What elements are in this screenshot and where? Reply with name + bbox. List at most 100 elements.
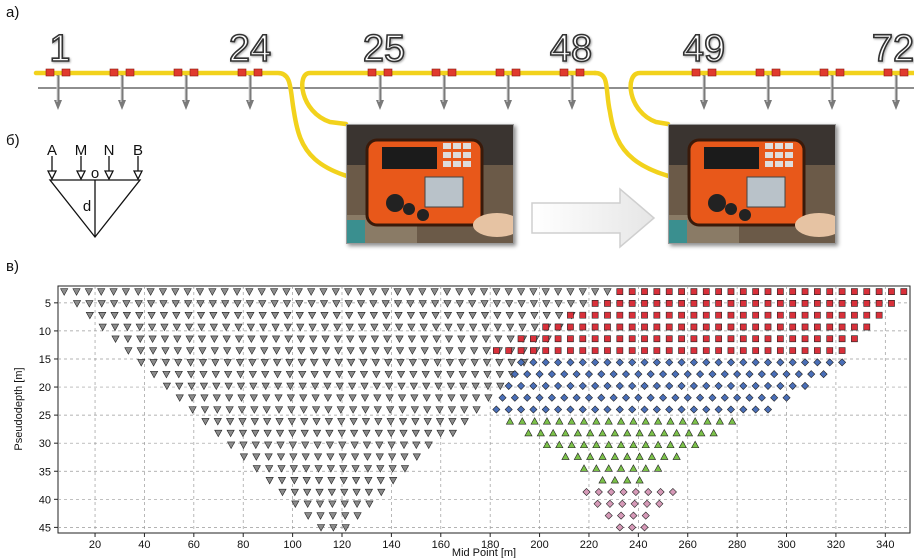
data-point xyxy=(446,370,455,379)
data-point xyxy=(739,381,748,390)
data-point xyxy=(801,335,809,343)
data-point xyxy=(186,359,195,367)
data-point xyxy=(653,417,663,425)
data-point xyxy=(221,312,230,320)
data-point xyxy=(516,288,526,296)
cable-connector xyxy=(367,68,377,77)
data-point xyxy=(702,405,711,414)
data-point xyxy=(250,418,259,426)
data-point xyxy=(616,464,626,472)
data-point xyxy=(619,487,628,497)
data-point xyxy=(387,429,396,438)
data-point xyxy=(213,418,222,426)
data-point xyxy=(400,453,409,461)
data-point xyxy=(340,488,349,497)
data-point xyxy=(492,288,501,296)
cable-connector xyxy=(495,68,505,77)
data-point xyxy=(739,335,747,343)
cable-connector xyxy=(109,68,119,77)
data-point xyxy=(616,440,626,449)
data-point xyxy=(629,511,638,520)
data-point xyxy=(826,288,834,295)
data-point xyxy=(388,453,397,461)
data-point xyxy=(175,394,184,402)
data-point xyxy=(615,381,624,390)
data-point xyxy=(350,453,360,461)
data-point xyxy=(604,323,611,331)
data-point xyxy=(653,300,661,307)
data-point xyxy=(483,382,493,391)
data-point xyxy=(567,440,576,449)
x-tick-label: 260 xyxy=(679,539,697,551)
data-point xyxy=(433,359,442,367)
data-point xyxy=(690,311,698,319)
electrode-label-n: N xyxy=(104,142,115,159)
data-point xyxy=(290,488,299,497)
data-point xyxy=(98,323,107,332)
data-point xyxy=(353,512,362,520)
data-point xyxy=(751,358,760,367)
data-point xyxy=(776,311,784,319)
data-point xyxy=(468,300,477,308)
data-point xyxy=(443,300,452,308)
data-point xyxy=(554,358,563,367)
data-point xyxy=(630,499,639,508)
y-tick-label: 5 xyxy=(45,298,51,310)
data-point xyxy=(678,440,687,449)
data-point xyxy=(85,300,94,308)
x-tick-label: 100 xyxy=(283,539,301,551)
data-point xyxy=(209,323,218,332)
data-point xyxy=(98,312,107,320)
data-point xyxy=(290,477,299,485)
data-point xyxy=(641,311,648,319)
data-point xyxy=(542,323,550,331)
data-point xyxy=(727,323,735,331)
data-point xyxy=(591,347,599,354)
data-point xyxy=(186,347,195,355)
data-point xyxy=(252,453,261,461)
data-point xyxy=(233,312,243,320)
data-point xyxy=(301,441,310,450)
x-tick-label: 40 xyxy=(138,539,150,551)
data-point xyxy=(173,347,182,355)
data-point xyxy=(703,417,712,425)
plot-points xyxy=(60,288,908,532)
data-point xyxy=(424,429,433,438)
data-point xyxy=(733,393,742,402)
data-point xyxy=(273,382,283,391)
data-point xyxy=(423,418,432,426)
data-point xyxy=(184,312,193,320)
data-point xyxy=(373,394,382,402)
data-point xyxy=(560,393,569,402)
data-point xyxy=(506,323,515,332)
cable-connector xyxy=(771,68,781,77)
cable-connector xyxy=(559,68,569,77)
data-point xyxy=(825,358,834,367)
data-point xyxy=(604,300,611,307)
data-point xyxy=(308,312,317,320)
data-point xyxy=(518,323,527,332)
cable-connector xyxy=(511,68,521,77)
data-point xyxy=(263,429,272,438)
data-point xyxy=(313,441,322,450)
electrode-label-b: B xyxy=(133,142,143,159)
data-point xyxy=(814,300,821,307)
data-point xyxy=(195,288,205,296)
data-point xyxy=(320,323,330,332)
data-point xyxy=(618,499,627,508)
x-tick-label: 20 xyxy=(89,539,101,551)
data-point xyxy=(199,382,209,391)
data-point xyxy=(641,300,648,307)
data-point xyxy=(249,382,258,391)
data-point xyxy=(678,347,685,354)
data-point xyxy=(360,394,370,402)
data-point xyxy=(358,347,368,355)
electrode-number-25: 25 xyxy=(363,28,405,70)
data-point xyxy=(763,381,773,390)
data-point xyxy=(110,312,119,320)
data-point xyxy=(211,370,220,379)
data-point xyxy=(628,347,636,354)
data-point xyxy=(591,311,599,319)
data-point xyxy=(549,428,558,437)
data-point xyxy=(308,335,318,343)
